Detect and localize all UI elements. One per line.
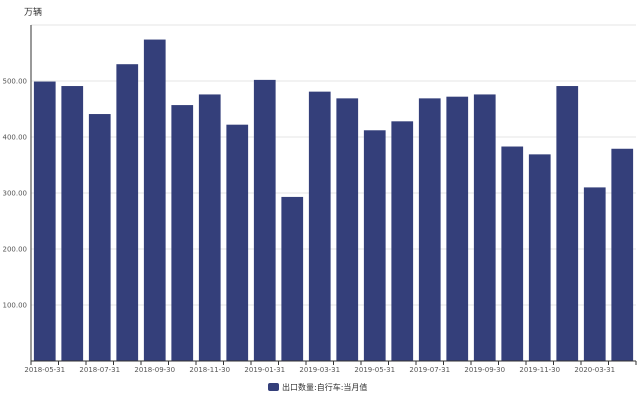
bar-2019-02-28[interactable] [281, 196, 304, 361]
bars [33, 39, 634, 362]
bar-2020-04-30[interactable] [611, 148, 634, 361]
bar-2019-10-31[interactable] [501, 146, 524, 361]
legend-swatch[interactable] [268, 383, 279, 391]
y-tick-label: 300.00 [3, 190, 28, 198]
x-tick-label: 2019-01-31 [244, 366, 285, 374]
bar-2018-11-30[interactable] [198, 94, 221, 361]
y-axis-unit-label: 万辆 [24, 6, 42, 18]
bar-2018-07-31[interactable] [88, 114, 111, 361]
bar-2019-06-30[interactable] [391, 121, 414, 361]
x-tick-label: 2019-05-31 [354, 366, 395, 374]
x-tick-label: 2018-05-31 [24, 366, 65, 374]
legend-label[interactable]: 出口数量:自行车:当月值 [282, 382, 367, 392]
bar-2018-12-31[interactable] [226, 124, 249, 362]
x-tick-label: 2019-11-30 [519, 366, 560, 374]
bar-2019-08-31[interactable] [446, 96, 469, 362]
bar-2018-09-30[interactable] [143, 39, 166, 362]
bar-2019-07-31[interactable] [418, 98, 441, 362]
bar-2019-03-31[interactable] [308, 91, 331, 361]
bar-2019-05-31[interactable] [363, 130, 386, 361]
bar-2019-09-30[interactable] [473, 94, 496, 361]
bar-2019-12-31[interactable] [556, 86, 579, 361]
bar-2018-06-30[interactable] [61, 86, 84, 361]
x-tick-label: 2019-09-30 [464, 366, 505, 374]
legend[interactable]: 出口数量:自行车:当月值 [268, 382, 367, 392]
y-tick-label: 200.00 [3, 246, 28, 254]
bar-2018-10-31[interactable] [171, 105, 194, 361]
x-tick-label: 2019-03-31 [299, 366, 340, 374]
bar-2018-05-31[interactable] [33, 81, 56, 361]
x-tick-label: 2018-07-31 [79, 366, 120, 374]
y-tick-label: 500.00 [3, 78, 28, 86]
y-axis: 100.00 200.00 300.00 400.00 500.00 [3, 25, 32, 361]
x-tick-label: 2018-11-30 [189, 366, 230, 374]
x-axis: 2018-05-31 2018-07-31 2018-09-30 2018-11-30… [24, 360, 637, 374]
bar-2020-03-31[interactable] [583, 187, 606, 361]
x-tick-label: 2019-07-31 [409, 366, 450, 374]
y-tick-label: 400.00 [3, 134, 28, 142]
x-tick-label: 2018-09-30 [134, 366, 175, 374]
x-tick-label: 2020-03-31 [574, 366, 615, 374]
bar-2018-08-31[interactable] [116, 64, 139, 361]
bar-2019-04-30[interactable] [336, 98, 359, 362]
y-tick-label: 100.00 [3, 302, 28, 310]
bar-2019-11-30[interactable] [528, 154, 551, 361]
bar-2019-01-31[interactable] [253, 79, 276, 361]
